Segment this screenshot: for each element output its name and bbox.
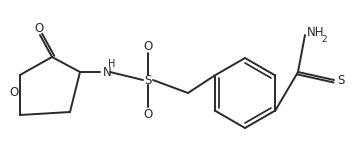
Text: O: O bbox=[9, 86, 18, 100]
Text: S: S bbox=[337, 73, 345, 86]
Text: N: N bbox=[103, 66, 112, 79]
Text: O: O bbox=[143, 107, 153, 121]
Text: 2: 2 bbox=[321, 35, 326, 44]
Text: S: S bbox=[144, 73, 152, 86]
Text: H: H bbox=[108, 59, 116, 69]
Text: O: O bbox=[35, 21, 44, 35]
Text: O: O bbox=[143, 39, 153, 52]
Text: NH: NH bbox=[307, 27, 325, 39]
